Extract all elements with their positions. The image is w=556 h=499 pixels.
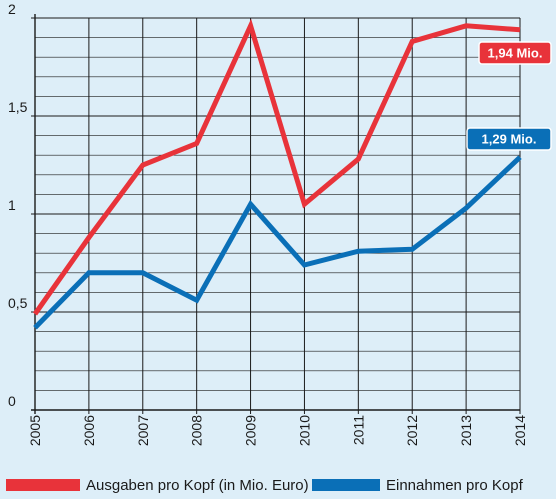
legend-item: Einnahmen pro Kopf [312,477,524,494]
y-tick-label: 2 [8,1,16,17]
x-tick-label: 2009 [243,415,259,446]
y-tick-label: 1,5 [8,99,28,115]
legend-label: Einnahmen pro Kopf [386,477,524,494]
x-tick-label: 2008 [189,415,205,446]
y-tick-label: 1 [8,197,16,213]
legend-swatch [6,479,80,491]
grid [31,17,521,414]
end-label-box [478,41,552,65]
y-tick-label: 0,5 [8,295,28,311]
x-tick-label: 2005 [27,415,43,446]
y-tick-label: 0 [8,393,16,409]
end-label-text: 1,94 Mio. [488,46,543,61]
legend-item: Ausgaben pro Kopf (in Mio. Euro) [6,477,309,494]
legend-label: Ausgaben pro Kopf (in Mio. Euro) [86,477,309,494]
x-tick-label: 2010 [296,415,312,446]
legend-swatch [312,479,380,491]
x-tick-label: 2011 [350,415,366,445]
x-tick-label: 2007 [135,415,151,446]
y-tick-labels: 0 0,5 1 1,5 2 [8,1,28,409]
x-tick-label: 2013 [458,415,474,446]
series-line-einnahmen [33,155,522,330]
end-label-text: 1,29 Mio. [482,132,537,147]
end-labels: 1,94 Mio. 1,29 Mio. [466,41,552,151]
axes [31,14,520,414]
x-tick-label: 2014 [512,415,528,446]
x-tick-labels: 2005 2006 2007 2008 2009 2010 2011 2012 2013 2014 [27,415,528,446]
series-line-ausgaben [32,18,521,316]
end-label-badge: 1,29 Mio. [466,127,552,151]
x-tick-label: 2012 [404,415,420,446]
series-lines [32,18,522,330]
legend: Ausgaben pro Kopf (in Mio. Euro) Einnahme… [6,477,524,494]
end-label-badge: 1,94 Mio. [478,41,552,65]
x-tick-label: 2006 [81,415,97,446]
end-label-box [466,127,552,151]
